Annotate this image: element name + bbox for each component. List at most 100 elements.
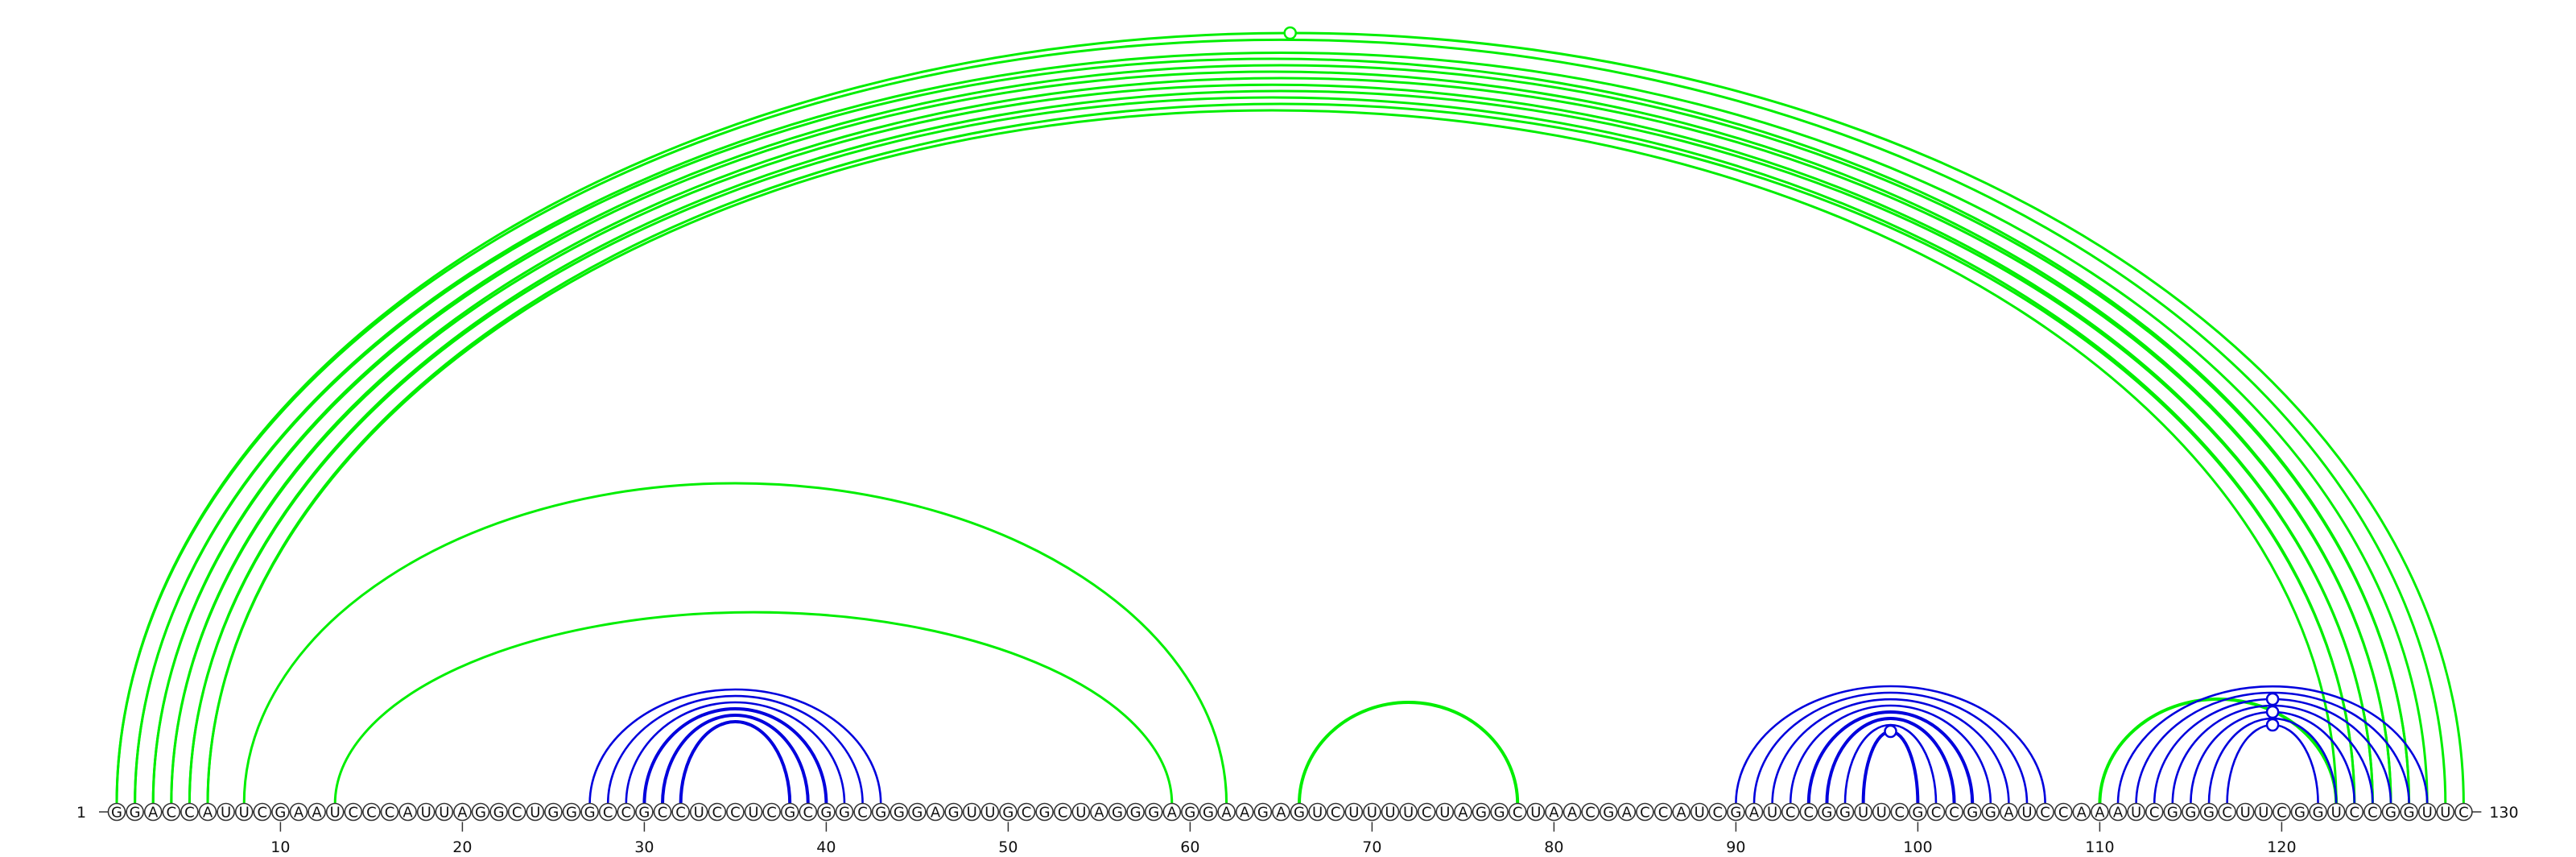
nucleotide-circle: [1326, 802, 1345, 822]
nucleotide-circle: [999, 802, 1018, 822]
nucleotide-circle: [1872, 802, 1891, 822]
nucleotide-circle: [2091, 802, 2109, 822]
nucleotide-circle: [1545, 802, 1563, 822]
nucleotide-25: G: [544, 802, 563, 822]
nucleotide-116: G: [2199, 802, 2219, 822]
blue-marker-3: [2265, 705, 2280, 719]
nucleotide-32: C: [671, 802, 690, 822]
nucleotide-letter: G: [1730, 805, 1741, 822]
nucleotide-circle: [799, 802, 818, 822]
nucleotide-letter: C: [621, 805, 632, 822]
nucleotide-letter: A: [1094, 805, 1104, 822]
nucleotide-letter: G: [1839, 805, 1851, 822]
nucleotide-30: G: [635, 802, 654, 822]
nucleotide-letter: A: [1567, 805, 1578, 822]
nucleotide-circle: [708, 802, 727, 822]
nucleotide-circle: [2036, 802, 2054, 822]
nucleotide-70: U: [1363, 802, 1381, 822]
nucleotide-circle: [726, 802, 745, 822]
nucleotide-letter: G: [1603, 805, 1614, 822]
nucleotide-circle: [1926, 802, 1946, 822]
nucleotide-31: C: [653, 802, 672, 822]
nucleotide-letter: C: [2368, 805, 2378, 822]
nucleotide-9: C: [253, 802, 272, 822]
nucleotide-circle: [617, 802, 636, 822]
green-pair-arc-2-128: [134, 51, 2429, 805]
nucleotide-circle: [1727, 802, 1745, 822]
nucleotide-letter: C: [2149, 805, 2160, 822]
nucleotide-circle: [2235, 802, 2255, 822]
nucleotide-circle: [835, 802, 854, 822]
nucleotide-letter: C: [1640, 805, 1650, 822]
nucleotide-letter: C: [1422, 805, 1432, 822]
blue-pair-arc-117-122: [2226, 723, 2319, 805]
blue-marker-2: [2265, 718, 2280, 732]
nucleotide-letter: A: [402, 805, 413, 822]
nucleotide-27: G: [580, 802, 599, 822]
nucleotide-letter: C: [1931, 805, 1942, 822]
nucleotide-letter: G: [784, 805, 795, 822]
start-label: 1: [76, 804, 86, 822]
green-pair-arc-5-125: [188, 89, 2374, 805]
nucleotide-circle: [416, 802, 436, 822]
nucleotide-circle: [1235, 802, 1254, 822]
nucleotide-circle: [1508, 802, 1527, 822]
nucleotide-29: C: [617, 802, 636, 822]
nucleotide-93: C: [1781, 802, 1800, 822]
nucleotide-circle: [1581, 802, 1600, 822]
blue-pair-arc-32-38: [679, 720, 792, 805]
nucleotide-letter: U: [1385, 805, 1395, 822]
nucleotide-circle: [2309, 802, 2327, 822]
nucleotide-circle: [762, 802, 781, 822]
nucleotide-circle: [362, 802, 381, 822]
nucleotide-letter: C: [512, 805, 522, 822]
nucleotide-53: C: [1053, 802, 1072, 822]
nucleotide-circle: [1454, 802, 1472, 822]
nucleotide-circle: [1636, 802, 1654, 822]
nucleotide-113: C: [2145, 802, 2164, 822]
nucleotide-110: A: [2091, 802, 2109, 822]
nucleotide-97: U: [1854, 802, 1872, 822]
tick-label-110: 110: [2085, 838, 2114, 856]
nucleotide-letter: A: [2004, 805, 2014, 822]
nucleotide-letter: G: [1494, 805, 1505, 822]
nucleotide-letter: U: [1367, 805, 1377, 822]
nucleotide-122: G: [2309, 802, 2327, 822]
nucleotide-124: C: [2345, 802, 2364, 822]
nucleotide-letter: G: [2404, 805, 2415, 822]
nucleotide-circle: [2400, 802, 2418, 822]
green-pair-arc-3-127: [151, 64, 2411, 805]
nucleotide-129: U: [2436, 802, 2455, 822]
blue-pair-arc-91-106: [1752, 691, 2029, 805]
nucleotide-circle: [2145, 802, 2164, 822]
nucleotide-circle: [671, 802, 690, 822]
nucleotide-26: G: [562, 802, 581, 822]
nucleotide-letter: G: [2167, 805, 2178, 822]
nucleotide-letter: U: [2331, 805, 2342, 822]
nucleotide-circle: [1199, 802, 1218, 822]
nucleotide-circle: [1090, 802, 1108, 822]
nucleotide-circle: [1854, 802, 1872, 822]
green-pair-arc-3-126: [151, 70, 2392, 805]
blue-arcs-layer: [588, 685, 2429, 805]
green-pair-arc-110-123: [2098, 698, 2339, 805]
nucleotide-circle: [2108, 802, 2128, 822]
tick-label-50: 50: [998, 838, 1018, 856]
nucleotide-letter: G: [839, 805, 850, 822]
nucleotide-108: C: [2054, 802, 2073, 822]
nucleotide-circle: [1945, 802, 1963, 822]
nucleotide-circle: [453, 802, 472, 822]
nucleotide-73: C: [1417, 802, 1436, 822]
nucleotide-37: C: [762, 802, 781, 822]
nucleotide-letter: C: [603, 805, 613, 822]
nucleotide-letter: U: [1312, 805, 1323, 822]
blue-pair-arc-90-107: [1735, 685, 2046, 805]
nucleotide-circle: [1399, 802, 1418, 822]
nucleotide-106: U: [2017, 802, 2037, 822]
nucleotide-letter: G: [130, 805, 141, 822]
nucleotide-circle: [2436, 802, 2455, 822]
nucleotide-letter: G: [2313, 805, 2324, 822]
nucleotide-circle: [562, 802, 581, 822]
nucleotide-4: C: [162, 802, 181, 822]
